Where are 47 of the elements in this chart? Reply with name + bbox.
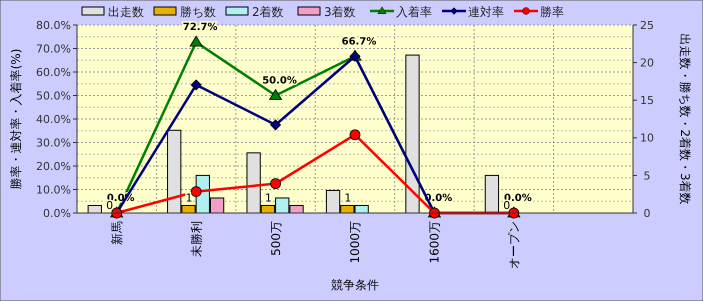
legend-label: 連対率 [468,5,504,19]
y-tick-label: 40.0% [36,112,71,126]
y2-tick-label: 25 [640,18,654,32]
y-tick-label: 30.0% [36,136,71,150]
y2-tick-label: 20 [640,56,654,70]
legend-label: 勝率 [540,5,564,19]
data-label: 66.7% [342,36,376,48]
bar [88,204,102,214]
y-tick-label: 0.0% [43,206,71,220]
y2-tick-label: 10 [640,132,654,145]
y-tick-label: 60.0% [36,66,71,79]
y2-tick-label: 15 [640,94,654,108]
x-tick-label: 1600万 [428,221,442,264]
x-axis-title: 競争条件 [331,278,379,292]
legend-label: 3着数 [324,5,356,19]
legend-label: 出走数 [108,5,144,19]
point [350,129,360,140]
y-tick-label: 80.0% [36,18,71,32]
y-tick-label: 10.0% [36,183,71,196]
point [270,178,281,190]
y2-tick-label: 0 [644,206,650,220]
x-tick-label: 新馬 [110,221,124,245]
y-tick-label: 20.0% [36,160,71,173]
legend-label: 2着数 [252,5,284,19]
x-tick-label: 500万 [268,221,283,256]
y2-axis-title: 出走数・勝ち数・2着数・3着数 [678,33,692,205]
point [270,119,281,130]
data-label: 1 [185,191,192,204]
x-tick-label: 未勝利 [189,221,204,257]
data-label: 1 [344,191,352,204]
x-tick-label: 1000万 [348,221,362,264]
point [190,36,203,47]
data-label: 1 [264,191,272,204]
y-tick-label: 70.0% [36,42,71,56]
data-label: 50.0% [262,76,297,86]
legend-label: 勝ち数 [180,5,216,19]
bar [405,54,420,214]
y2-tick-label: 5 [644,169,650,182]
legend-label: 入着率 [396,5,432,19]
point [190,186,202,198]
x-tick-label: オープン [507,221,522,269]
y-tick-label: 50.0% [36,89,71,102]
point [190,80,202,90]
data-label: 72.7% [182,22,218,34]
y-axis-title: 勝率・連対率・入着率(%) [9,48,24,190]
bar [484,174,500,214]
point [269,89,282,100]
